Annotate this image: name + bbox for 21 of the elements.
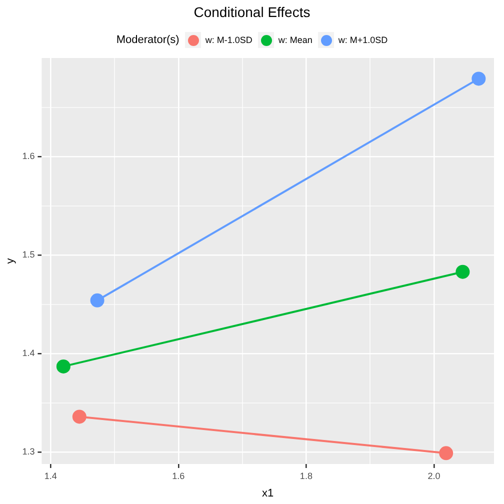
legend-label: w: M-1.0SD xyxy=(205,35,252,45)
y-axis-title: y xyxy=(4,258,17,264)
point xyxy=(56,359,70,374)
x-tick-label: 2.0 xyxy=(428,470,440,481)
point xyxy=(472,72,486,86)
x-tick-label: 1.8 xyxy=(300,470,312,481)
point xyxy=(439,446,454,460)
point xyxy=(456,264,470,279)
legend-title: Moderator(s) xyxy=(116,34,180,46)
x-axis-title: x1 xyxy=(262,487,274,500)
y-tick-label: 1.3 xyxy=(22,446,35,457)
y-tick-label: 1.6 xyxy=(22,151,35,162)
y-tick-label: 1.5 xyxy=(22,250,35,260)
point xyxy=(90,293,104,308)
point xyxy=(72,410,86,424)
x-tick-label: 1.4 xyxy=(44,470,57,481)
legend-label: w: Mean xyxy=(278,35,312,45)
x-tick-label: 1.6 xyxy=(172,470,185,481)
legend-label: w: M+1.0SD xyxy=(338,35,388,45)
y-tick-label: 1.4 xyxy=(22,348,35,358)
chart-title: Conditional Effects xyxy=(192,4,312,20)
